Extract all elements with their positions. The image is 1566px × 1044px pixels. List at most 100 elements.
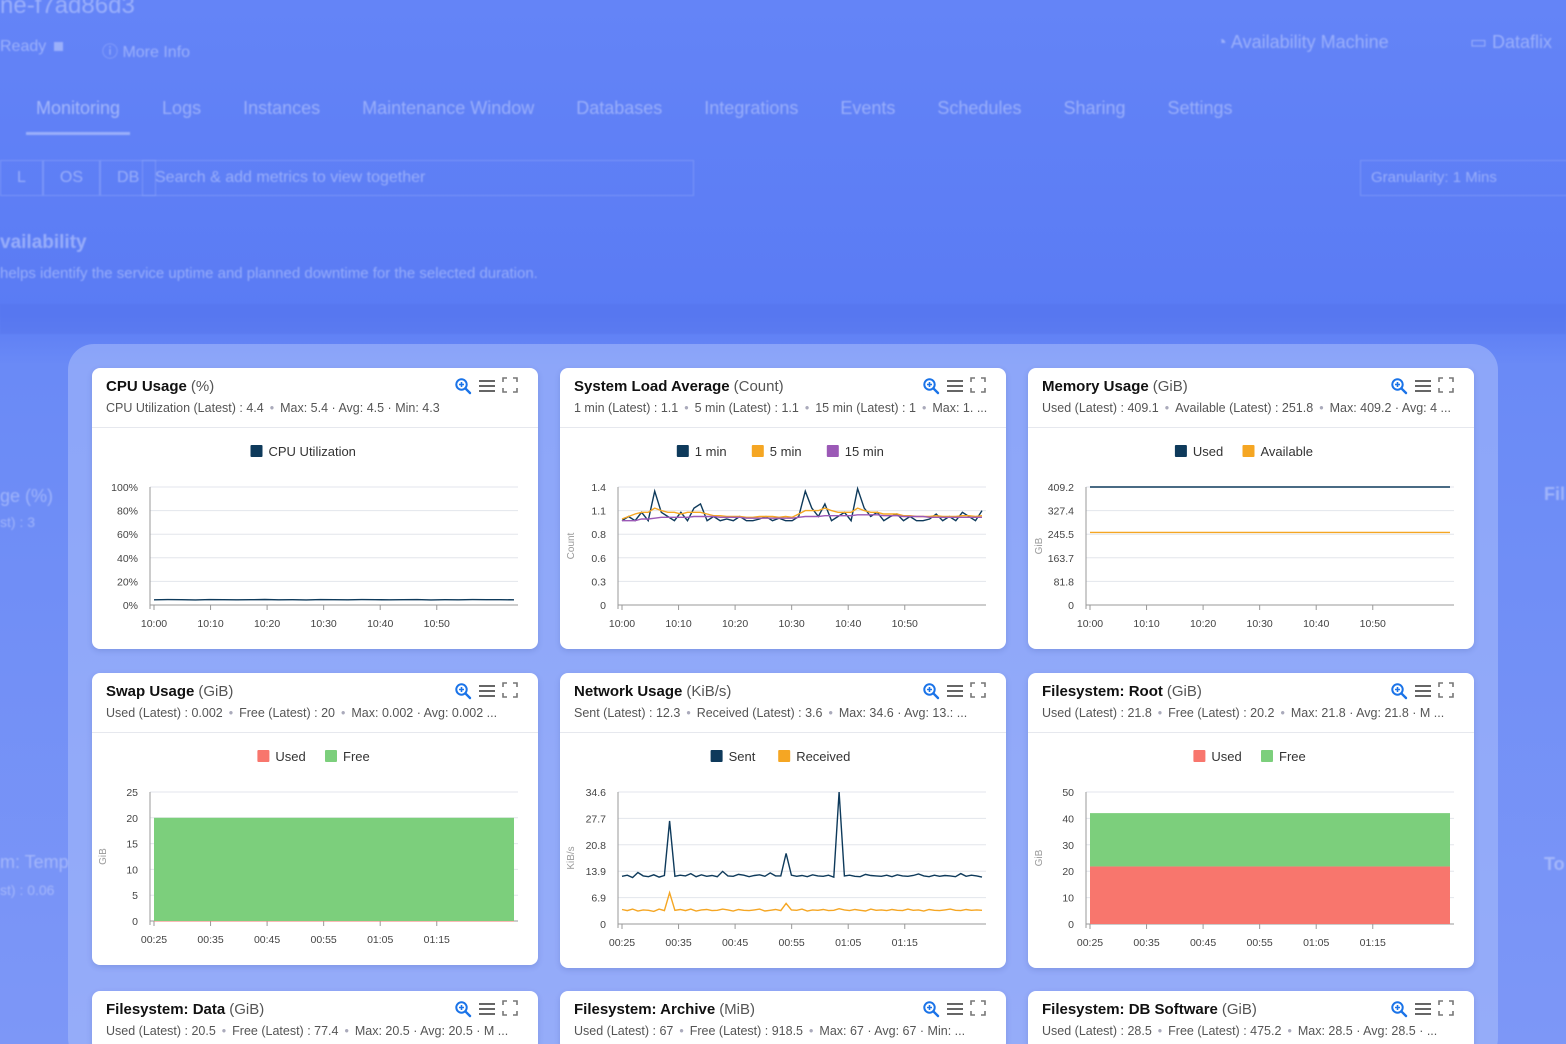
legend-1-min[interactable]: 1 min — [676, 444, 727, 459]
tab-settings[interactable]: Settings — [1167, 98, 1233, 118]
card-header: Filesystem: Data (GiB) Used (Latest) : 20.… — [92, 991, 538, 1044]
chart-svg: Used Free 25 20 15 10 5 0 GiB 00:25 00:35 00:45 00:5… — [98, 749, 518, 946]
filesystem-archive-card: Filesystem: Archive (MiB) Used (Latest) : … — [560, 991, 1006, 1044]
card-header: Swap Usage (GiB) Used (Latest) : 0.002 • Fre… — [92, 673, 538, 733]
summary-stat: Free (Latest) : 20 — [239, 706, 335, 720]
card-header: Memory Usage (GiB) Used (Latest) : 409.1 • A… — [1028, 368, 1474, 428]
card-toolbar — [922, 377, 988, 395]
area-free[interactable] — [154, 817, 514, 921]
legend-free[interactable]: Free — [1261, 749, 1306, 764]
filter-db[interactable]: DB — [100, 160, 157, 196]
menu-icon[interactable] — [946, 377, 964, 395]
granularity-select[interactable]: Granularity: 1 Mins — [1360, 160, 1566, 196]
summary-separator: • — [1157, 706, 1163, 720]
legend-used[interactable]: Used — [257, 749, 306, 764]
legend-used[interactable]: Used — [1174, 444, 1223, 459]
card-title: Network Usage (KiB/s) — [574, 683, 731, 700]
zoom-icon[interactable] — [1390, 1000, 1408, 1018]
summary-separator: • — [1157, 1024, 1163, 1038]
zoom-icon[interactable] — [922, 1000, 940, 1018]
menu-icon[interactable] — [478, 1000, 496, 1018]
zoom-icon[interactable] — [922, 682, 940, 700]
legend-5-min[interactable]: 5 min — [751, 444, 802, 459]
tab-logs[interactable]: Logs — [162, 98, 202, 118]
legend-swatch — [325, 750, 337, 762]
expand-icon[interactable] — [970, 1000, 988, 1018]
card-toolbar — [1390, 682, 1456, 700]
zoom-icon[interactable] — [1390, 377, 1408, 395]
legend-sent[interactable]: Sent — [710, 749, 756, 764]
card-header: Network Usage (KiB/s) Sent (Latest) : 12.3… — [560, 673, 1006, 733]
menu-icon[interactable] — [946, 1000, 964, 1018]
expand-icon[interactable] — [502, 682, 520, 700]
tab-databases[interactable]: Databases — [576, 98, 663, 118]
more-info-link[interactable]: ⓘ More Info — [102, 44, 191, 61]
expand-icon[interactable] — [1438, 377, 1456, 395]
menu-icon[interactable] — [478, 682, 496, 700]
card-summary: CPU Utilization (Latest) : 4.4 • Max: 5.4 … — [106, 401, 524, 415]
expand-icon[interactable] — [970, 377, 988, 395]
menu-icon[interactable] — [1414, 1000, 1432, 1018]
expand-icon[interactable] — [1438, 1000, 1456, 1018]
x-tick-label: 01:15 — [892, 937, 918, 949]
y-tick-label: 1.4 — [591, 482, 606, 494]
expand-icon[interactable] — [970, 682, 988, 700]
area-used[interactable] — [154, 920, 514, 922]
tab-maintenance-window[interactable]: Maintenance Window — [362, 98, 535, 118]
legend-available[interactable]: Available — [1242, 444, 1314, 459]
y-axis-label: GiB — [1034, 537, 1045, 554]
x-tick-label: 10:00 — [1077, 618, 1103, 630]
legend-free[interactable]: Free — [325, 749, 370, 764]
x-tick-label: 01:05 — [835, 937, 861, 949]
y-axis-label: KiB/s — [566, 846, 577, 869]
card-unit: (%) — [190, 378, 215, 395]
card-toolbar — [1390, 377, 1456, 395]
series-line-received[interactable] — [621, 890, 983, 913]
menu-icon[interactable] — [1414, 377, 1432, 395]
area-free[interactable] — [1090, 813, 1450, 867]
filter-l[interactable]: L — [0, 160, 43, 196]
legend-cpu-utilization[interactable]: CPU Utilization — [250, 444, 356, 459]
tab-instances[interactable]: Instances — [243, 98, 321, 118]
metrics-search-input[interactable]: Search & add metrics to view together — [142, 160, 694, 196]
zoom-icon[interactable] — [454, 682, 472, 700]
menu-icon[interactable] — [946, 682, 964, 700]
legend-received[interactable]: Received — [778, 749, 850, 764]
filter-os[interactable]: OS — [42, 160, 101, 196]
availability-machine-link[interactable]: ◔ Availability Machine — [1216, 32, 1389, 52]
legend-used[interactable]: Used — [1193, 749, 1242, 764]
tab-integrations[interactable]: Integrations — [704, 98, 799, 118]
zoom-icon[interactable] — [454, 1000, 472, 1018]
area-used[interactable] — [1090, 866, 1450, 924]
zoom-icon[interactable] — [922, 377, 940, 395]
availability-description: helps identify the service uptime and pl… — [0, 265, 538, 282]
series-line-15-min[interactable] — [622, 514, 982, 522]
chart-area: Used Available 409.2 327.4 245.5 163.7 81.8 0 Gi… — [1028, 429, 1474, 649]
dataflix-link[interactable]: ▭ Dataflix — [1470, 32, 1553, 52]
zoom-icon[interactable] — [1390, 682, 1408, 700]
expand-icon[interactable] — [502, 377, 520, 395]
side-left-sub-2: st) : 0.06 — [0, 882, 55, 898]
expand-icon[interactable] — [502, 1000, 520, 1018]
chart-svg: Used Available 409.2 327.4 245.5 163.7 81.8 0 Gi… — [1034, 444, 1454, 630]
summary-stat: Free (Latest) : 77.4 — [232, 1024, 339, 1038]
tab-sharing[interactable]: Sharing — [1063, 98, 1126, 118]
summary-stat: Used (Latest) : 0.002 — [106, 706, 223, 720]
legend-15-min[interactable]: 15 min — [826, 444, 884, 459]
summary-stat: Free (Latest) : 918.5 — [689, 1024, 804, 1038]
x-tick-label: 10:20 — [254, 618, 280, 630]
menu-icon[interactable] — [478, 377, 496, 395]
legend-label: Free — [1279, 749, 1306, 764]
y-tick-label: 10 — [126, 864, 138, 876]
menu-icon[interactable] — [1414, 682, 1432, 700]
y-axis-label: GiB — [98, 848, 109, 865]
expand-icon[interactable] — [1438, 682, 1456, 700]
series-line-sent[interactable] — [621, 791, 983, 879]
tab-monitoring[interactable]: Monitoring — [25, 98, 131, 135]
x-tick-label: 10:50 — [892, 618, 918, 630]
x-tick-label: 00:25 — [1077, 937, 1103, 949]
tab-schedules[interactable]: Schedules — [937, 98, 1022, 118]
zoom-icon[interactable] — [454, 377, 472, 395]
tab-events[interactable]: Events — [840, 98, 896, 118]
